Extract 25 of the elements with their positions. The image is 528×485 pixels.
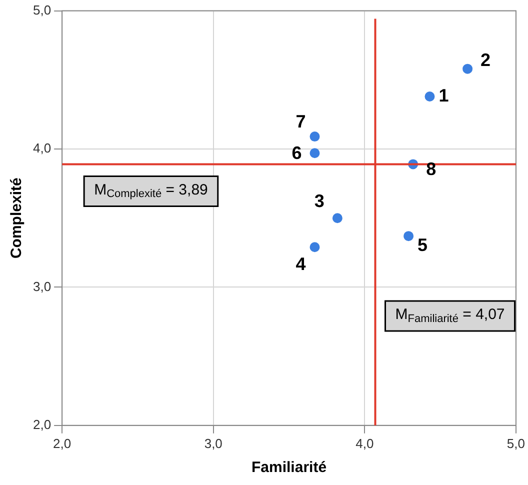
point xyxy=(462,64,473,74)
point xyxy=(310,148,320,158)
annotation: 2 xyxy=(480,50,491,70)
y-tick-label: 2,0 xyxy=(32,416,52,432)
x-tick-label: 4,0 xyxy=(356,436,374,451)
point xyxy=(310,132,320,142)
annotation: 6 xyxy=(292,143,302,164)
point xyxy=(310,242,320,252)
point xyxy=(404,231,414,242)
annotation: 4 xyxy=(296,254,306,274)
point xyxy=(424,91,435,102)
y-axis-title: Complexité xyxy=(8,178,26,259)
x-tick-label: 5,0 xyxy=(506,436,526,451)
annotation: 8 xyxy=(426,159,436,180)
y-tick-label: 3,0 xyxy=(32,278,52,294)
annotation: 1 xyxy=(438,85,449,106)
point xyxy=(332,213,342,224)
y-tick-label: 4,0 xyxy=(32,140,52,156)
x-axis-title: Familiarité xyxy=(252,459,327,476)
annotation: 3 xyxy=(314,191,324,212)
annotation: 5 xyxy=(418,235,428,256)
x-tick-label: 2,0 xyxy=(53,436,72,451)
x-tick-label: 3,0 xyxy=(204,436,222,451)
annotation: 7 xyxy=(296,112,306,132)
y-tick-label: 5,0 xyxy=(32,2,52,18)
